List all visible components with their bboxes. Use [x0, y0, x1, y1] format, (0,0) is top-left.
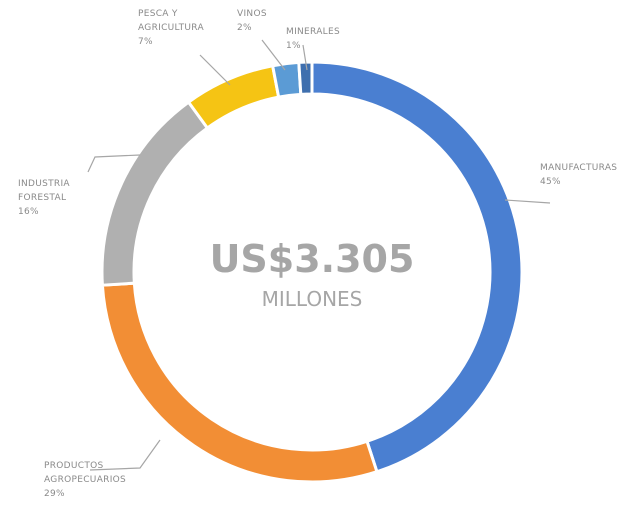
slice-vinos — [270, 60, 303, 99]
center-total-unit: MILLONES — [262, 287, 363, 311]
slices-layer — [100, 60, 524, 484]
leader-line-vinos — [261, 39, 286, 71]
slice-label-productos-agropecuarios: PRODUCTOS AGROPECUARIOS 29% — [44, 461, 126, 499]
slice-minerales — [297, 60, 314, 96]
slice-labels: MANUFACTURAS 45% PRODUCTOS AGROPECUARIOS 29%… — [18, 9, 617, 499]
slice-productos-agropecuarios — [100, 281, 379, 484]
slice-industria-forestal — [100, 100, 210, 287]
slice-label-industria-forestal: INDUSTRIA FORESTAL 16% — [18, 179, 70, 217]
slice-label-vinos: VINOS 2% — [237, 9, 267, 33]
leader-line-minerales — [302, 44, 308, 71]
leader-line-industria-forestal — [87, 154, 141, 173]
slice-label-minerales: MINERALES 1% — [286, 27, 340, 51]
leader-lines — [87, 39, 551, 471]
center-total-value: US$3.305 — [210, 237, 415, 281]
leader-line-productos-agropecuarios — [89, 439, 161, 471]
slice-label-manufacturas: MANUFACTURAS 45% — [540, 163, 617, 187]
leader-line-manufacturas — [504, 199, 551, 204]
leader-line-pesca-agricultura — [199, 54, 231, 86]
slice-pesca-agricultura — [186, 63, 281, 131]
slice-label-pesca-agricultura: PESCA Y AGRICULTURA 7% — [138, 9, 205, 47]
